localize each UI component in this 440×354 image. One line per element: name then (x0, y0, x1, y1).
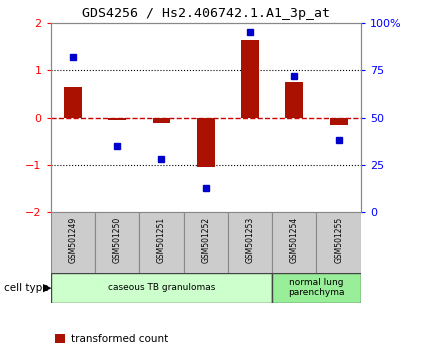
Bar (64, 87, 82, 118)
Text: GSM501253: GSM501253 (246, 217, 254, 263)
Bar (241, 40, 259, 118)
Text: normal lung
parenchyma: normal lung parenchyma (288, 278, 345, 297)
Text: GSM501254: GSM501254 (290, 217, 299, 263)
Bar (95, 212, 139, 273)
Title: GDS4256 / Hs2.406742.1.A1_3p_at: GDS4256 / Hs2.406742.1.A1_3p_at (82, 7, 330, 21)
Bar (139, 212, 183, 273)
Bar (272, 273, 361, 303)
Text: GSM501250: GSM501250 (113, 217, 121, 263)
Text: ▶: ▶ (43, 282, 51, 293)
Bar (272, 212, 316, 273)
Bar (197, 118, 215, 167)
Bar (51, 212, 95, 273)
Text: GSM501255: GSM501255 (334, 217, 343, 263)
Text: GSM501249: GSM501249 (68, 217, 77, 263)
Bar (316, 212, 361, 273)
Bar (51, 273, 272, 303)
Bar (330, 118, 348, 125)
Text: caseous TB granulomas: caseous TB granulomas (108, 283, 215, 292)
Bar (153, 118, 170, 124)
Text: GSM501251: GSM501251 (157, 217, 166, 263)
Bar (183, 212, 228, 273)
Bar (286, 82, 303, 118)
Text: transformed count: transformed count (71, 333, 169, 343)
Bar (108, 118, 126, 120)
Bar (228, 212, 272, 273)
Text: GSM501252: GSM501252 (201, 217, 210, 263)
Text: cell type: cell type (4, 282, 49, 293)
